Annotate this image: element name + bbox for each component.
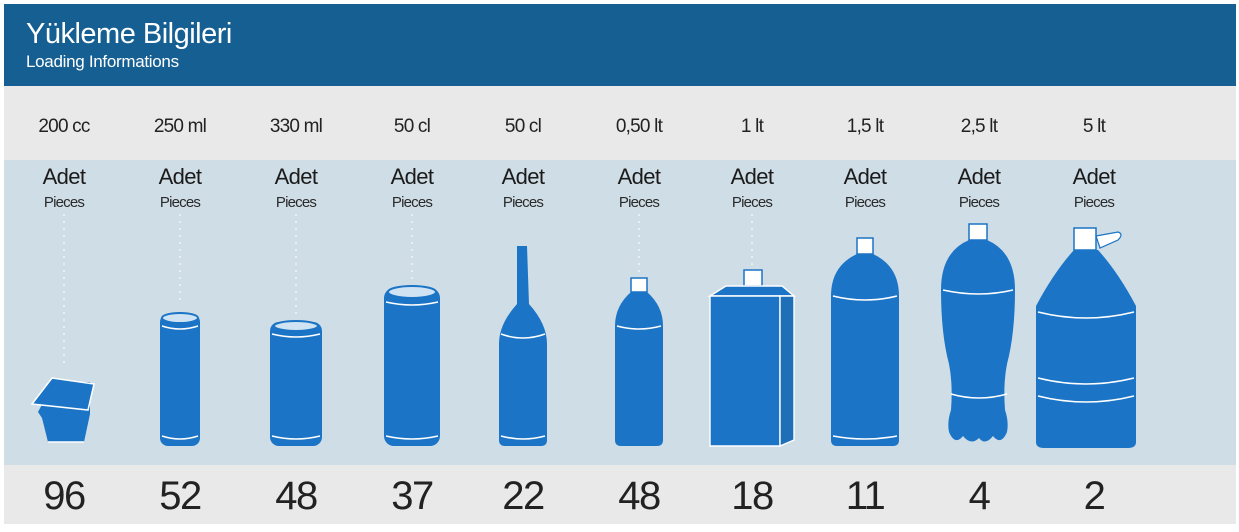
size-label: 330 ml: [269, 116, 323, 137]
container-column: 50 cl Adet Pieces 37: [356, 4, 468, 524]
large-can-icon: [356, 214, 468, 459]
bottle-icon: [809, 214, 921, 459]
pieces-label: Pieces: [958, 194, 1000, 211]
container-column: 2,5 lt Adet Pieces 4: [923, 4, 1035, 524]
yogurt-cup-icon: [8, 214, 120, 459]
container-column: 250 ml Adet Pieces 52: [124, 4, 236, 524]
small-bottle-icon: [583, 214, 695, 459]
jug-icon: [1036, 214, 1150, 459]
adet-label: Adet: [617, 164, 661, 189]
count-value: 11: [845, 474, 886, 518]
adet-label: Adet: [843, 164, 887, 189]
size-label: 1 lt: [740, 116, 764, 137]
size-label: 50 cl: [504, 116, 542, 137]
loading-info-panel: Yükleme Bilgileri Loading Informations 2…: [4, 4, 1236, 524]
pieces-label: Pieces: [844, 194, 886, 211]
size-label: 200 cc: [38, 116, 90, 137]
adet-label: Adet: [42, 164, 86, 189]
adet-label: Adet: [274, 164, 318, 189]
adet-label: Adet: [158, 164, 202, 189]
adet-label: Adet: [957, 164, 1001, 189]
pieces-label: Pieces: [731, 194, 773, 211]
adet-label: Adet: [730, 164, 774, 189]
adet-label: Adet: [1072, 164, 1116, 189]
size-label: 0,50 lt: [615, 116, 663, 137]
count-value: 4: [968, 474, 991, 518]
page-title: Yükleme Bilgileri: [26, 18, 232, 50]
count-row: [4, 465, 1236, 524]
carton-icon: [696, 214, 808, 459]
can-icon: [240, 214, 352, 459]
slim-can-icon: [124, 214, 236, 459]
pieces-label: Pieces: [159, 194, 201, 211]
count-value: 18: [731, 474, 774, 518]
petaloid-bottle-icon: [923, 214, 1035, 459]
count-value: 48: [275, 474, 318, 518]
container-column: 330 ml Adet Pieces 48: [240, 4, 352, 524]
container-column: 50 cl Adet Pieces 22: [467, 4, 579, 524]
count-value: 96: [43, 474, 86, 518]
container-column: 1 lt Adet Pieces 18: [696, 4, 808, 524]
container-column: 5 lt Adet Pieces 2: [1036, 4, 1150, 524]
size-label: 50 cl: [393, 116, 431, 137]
adet-label: Adet: [390, 164, 434, 189]
count-value: 52: [159, 474, 202, 518]
pieces-label: Pieces: [391, 194, 433, 211]
size-label: 250 ml: [153, 116, 207, 137]
container-column: 200 cc Adet Pieces 96: [8, 4, 120, 524]
count-value: 48: [618, 474, 661, 518]
pieces-label: Pieces: [502, 194, 544, 211]
container-column: 0,50 lt Adet Pieces 48: [583, 4, 695, 524]
count-value: 2: [1083, 474, 1106, 518]
size-label: 5 lt: [1082, 116, 1106, 137]
count-value: 22: [502, 474, 545, 518]
page-subtitle: Loading Informations: [26, 52, 179, 71]
size-row: [4, 86, 1236, 160]
pieces-label: Pieces: [1073, 194, 1115, 211]
size-label: 1,5 lt: [846, 116, 884, 137]
glass-bottle-icon: [467, 214, 579, 459]
count-value: 37: [391, 474, 434, 518]
container-column: 1,5 lt Adet Pieces 11: [809, 4, 921, 524]
pieces-label: Pieces: [275, 194, 317, 211]
pieces-label: Pieces: [618, 194, 660, 211]
adet-label: Adet: [501, 164, 545, 189]
pieces-label: Pieces: [43, 194, 85, 211]
size-label: 2,5 lt: [960, 116, 998, 137]
header-bar: Yükleme Bilgileri Loading Informations: [4, 4, 1236, 86]
